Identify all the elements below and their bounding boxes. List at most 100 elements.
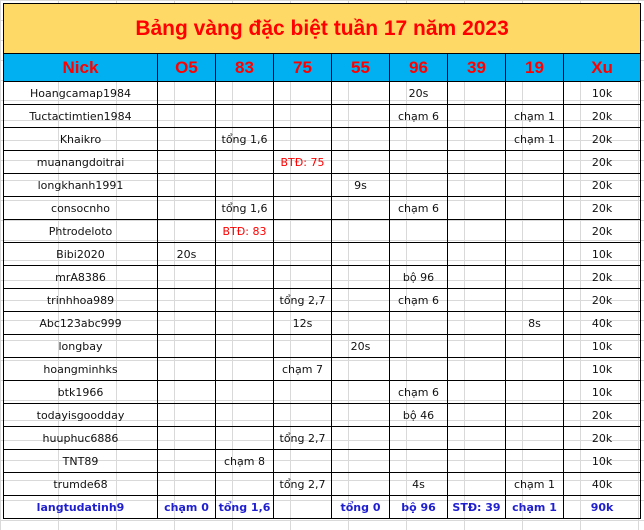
number-cell[interactable] [215, 334, 274, 358]
number-cell[interactable] [331, 81, 390, 105]
number-cell[interactable]: chạm 1 [505, 104, 564, 128]
number-cell[interactable] [331, 150, 390, 174]
number-cell[interactable] [157, 81, 216, 105]
number-cell[interactable] [331, 196, 390, 220]
number-cell[interactable] [447, 265, 506, 289]
nick-cell[interactable]: muanangdoitrai [3, 150, 158, 174]
number-cell[interactable]: chạm 1 [505, 472, 564, 496]
number-cell[interactable] [273, 127, 332, 151]
number-cell[interactable]: 20s [157, 242, 216, 266]
number-cell[interactable]: 20s [331, 334, 390, 358]
number-cell[interactable] [331, 265, 390, 289]
number-cell[interactable] [215, 150, 274, 174]
number-cell[interactable] [505, 380, 564, 404]
xu-cell[interactable]: 20k [562, 426, 642, 450]
number-cell[interactable] [505, 426, 564, 450]
number-cell[interactable] [447, 150, 506, 174]
number-cell[interactable] [505, 81, 564, 105]
number-cell[interactable] [389, 311, 448, 335]
number-cell[interactable] [157, 104, 216, 128]
number-cell[interactable] [389, 219, 448, 243]
number-cell[interactable] [215, 311, 274, 335]
number-cell[interactable] [505, 173, 564, 197]
number-cell[interactable]: chạm 1 [505, 127, 564, 151]
column-header[interactable]: 83 [215, 53, 274, 82]
number-cell[interactable] [273, 196, 332, 220]
number-cell[interactable] [215, 472, 274, 496]
number-cell[interactable]: bộ 96 [389, 495, 448, 519]
number-cell[interactable] [157, 472, 216, 496]
number-cell[interactable] [505, 150, 564, 174]
xu-cell[interactable]: 20k [562, 219, 642, 243]
number-cell[interactable] [505, 242, 564, 266]
number-cell[interactable] [157, 173, 216, 197]
number-cell[interactable] [157, 449, 216, 473]
nick-cell[interactable]: todayisgoodday [3, 403, 158, 427]
number-cell[interactable] [157, 334, 216, 358]
number-cell[interactable]: chạm 6 [389, 288, 448, 312]
number-cell[interactable] [447, 127, 506, 151]
number-cell[interactable] [215, 403, 274, 427]
nick-cell[interactable]: langtudatinh9 [3, 495, 158, 519]
xu-cell[interactable]: 10k [562, 357, 642, 381]
number-cell[interactable] [157, 219, 216, 243]
number-cell[interactable] [331, 380, 390, 404]
number-cell[interactable] [215, 242, 274, 266]
number-cell[interactable]: chạm 1 [505, 495, 564, 519]
number-cell[interactable] [447, 472, 506, 496]
nick-cell[interactable]: trinhhoa989 [3, 288, 158, 312]
nick-cell[interactable]: Tuctactimtien1984 [3, 104, 158, 128]
number-cell[interactable]: bộ 46 [389, 403, 448, 427]
number-cell[interactable]: BTĐ: 75 [273, 150, 332, 174]
number-cell[interactable]: 4s [389, 472, 448, 496]
column-header[interactable]: 55 [331, 53, 390, 82]
number-cell[interactable] [447, 196, 506, 220]
number-cell[interactable] [273, 242, 332, 266]
number-cell[interactable] [157, 288, 216, 312]
number-cell[interactable] [505, 265, 564, 289]
number-cell[interactable] [447, 219, 506, 243]
number-cell[interactable] [389, 127, 448, 151]
xu-cell[interactable]: 40k [562, 311, 642, 335]
number-cell[interactable]: tổng 0 [331, 495, 390, 519]
number-cell[interactable] [505, 219, 564, 243]
number-cell[interactable]: tổng 2,7 [273, 288, 332, 312]
nick-cell[interactable]: trumde68 [3, 472, 158, 496]
number-cell[interactable] [273, 219, 332, 243]
number-cell[interactable]: chạm 7 [273, 357, 332, 381]
number-cell[interactable] [215, 357, 274, 381]
column-header[interactable]: 75 [273, 53, 332, 82]
number-cell[interactable] [273, 495, 332, 519]
number-cell[interactable]: tổng 1,6 [215, 127, 274, 151]
number-cell[interactable] [447, 426, 506, 450]
column-header[interactable]: 19 [505, 53, 564, 82]
number-cell[interactable] [215, 173, 274, 197]
number-cell[interactable] [505, 403, 564, 427]
nick-cell[interactable]: longkhanh1991 [3, 173, 158, 197]
number-cell[interactable] [389, 242, 448, 266]
number-cell[interactable] [331, 311, 390, 335]
number-cell[interactable] [447, 334, 506, 358]
number-cell[interactable] [157, 311, 216, 335]
number-cell[interactable] [331, 104, 390, 128]
number-cell[interactable] [389, 150, 448, 174]
xu-cell[interactable]: 10k [562, 380, 642, 404]
xu-cell[interactable]: 10k [562, 449, 642, 473]
number-cell[interactable] [447, 380, 506, 404]
number-cell[interactable] [389, 449, 448, 473]
number-cell[interactable] [157, 150, 216, 174]
xu-cell[interactable]: 20k [562, 173, 642, 197]
xu-cell[interactable]: 20k [562, 104, 642, 128]
nick-cell[interactable]: TNT89 [3, 449, 158, 473]
xu-cell[interactable]: 20k [562, 127, 642, 151]
number-cell[interactable] [389, 334, 448, 358]
column-header[interactable]: Xu [562, 53, 642, 82]
xu-cell[interactable]: 90k [562, 495, 642, 519]
number-cell[interactable] [215, 81, 274, 105]
number-cell[interactable] [273, 81, 332, 105]
number-cell[interactable] [331, 449, 390, 473]
number-cell[interactable]: bộ 96 [389, 265, 448, 289]
number-cell[interactable] [505, 449, 564, 473]
number-cell[interactable] [273, 449, 332, 473]
xu-cell[interactable]: 40k [562, 472, 642, 496]
